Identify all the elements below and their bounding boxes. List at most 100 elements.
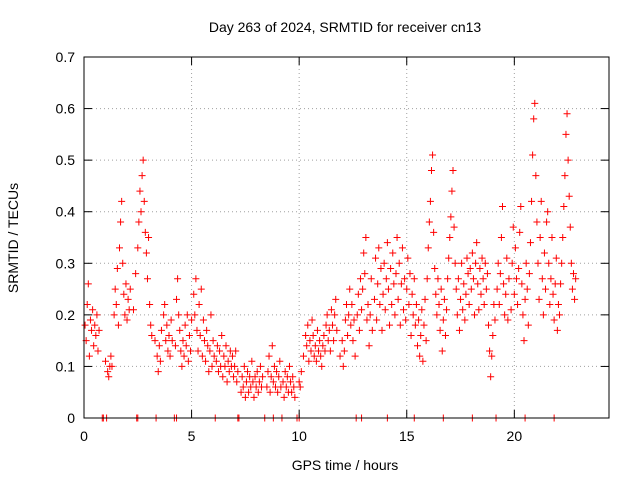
data-point — [219, 373, 227, 381]
data-point — [269, 378, 277, 386]
data-point — [425, 218, 433, 226]
data-point — [421, 295, 429, 303]
data-point — [437, 285, 445, 293]
data-point — [193, 326, 201, 334]
data-point — [290, 383, 298, 391]
data-point — [384, 285, 392, 293]
data-point — [85, 352, 93, 360]
data-point — [155, 342, 163, 350]
data-point — [89, 306, 97, 314]
data-point — [264, 368, 272, 376]
data-point — [230, 373, 238, 381]
data-point — [195, 301, 203, 309]
data-point — [122, 280, 130, 288]
data-point — [553, 326, 561, 334]
data-point — [167, 316, 175, 324]
data-point — [476, 264, 484, 272]
data-point — [362, 234, 370, 241]
data-point — [268, 342, 276, 350]
data-point — [536, 234, 544, 241]
data-point — [88, 326, 96, 334]
data-point — [299, 352, 307, 360]
data-point — [548, 234, 556, 241]
data-point — [505, 275, 513, 283]
data-point — [452, 285, 460, 293]
data-point — [567, 259, 575, 267]
data-point — [216, 347, 224, 355]
data-point — [445, 254, 453, 262]
data-point — [459, 306, 467, 314]
y-tick-label: 0 — [67, 410, 75, 426]
data-point — [110, 311, 118, 319]
data-point — [297, 368, 305, 376]
chart-title: Day 263 of 2024, SRMTID for receiver cn1… — [209, 19, 482, 35]
data-point — [140, 197, 148, 205]
data-point — [529, 151, 537, 159]
data-point — [309, 331, 317, 339]
x-axis-label: GPS time / hours — [292, 457, 399, 473]
data-point — [486, 347, 494, 355]
data-point — [389, 249, 397, 257]
data-point — [320, 331, 328, 339]
data-points — [81, 99, 580, 422]
data-point — [463, 254, 471, 262]
data-point — [285, 362, 293, 370]
data-point — [537, 197, 545, 205]
data-point — [501, 311, 509, 319]
data-point — [401, 275, 409, 283]
data-point — [138, 172, 146, 180]
data-point — [180, 352, 188, 360]
data-point — [148, 331, 156, 339]
data-point — [326, 347, 334, 355]
data-point — [429, 151, 437, 159]
data-point — [558, 259, 566, 267]
data-point — [395, 259, 403, 267]
data-point — [205, 368, 213, 376]
data-point — [190, 290, 198, 298]
data-point — [288, 388, 296, 396]
data-point — [483, 270, 491, 278]
data-point — [143, 275, 151, 283]
data-point — [474, 280, 482, 288]
data-point — [81, 321, 89, 329]
data-point — [454, 275, 462, 283]
data-point — [90, 342, 98, 350]
data-point — [187, 347, 195, 355]
data-point — [365, 342, 373, 350]
data-point — [244, 368, 252, 376]
data-point — [198, 352, 206, 360]
data-point — [276, 357, 284, 365]
data-point — [331, 311, 339, 319]
data-point — [409, 311, 417, 319]
data-point — [184, 357, 192, 365]
data-point — [121, 311, 129, 319]
data-point — [196, 331, 204, 339]
data-point — [348, 301, 356, 309]
y-axis-label: SRMTID / TECUs — [5, 183, 21, 293]
data-point — [341, 316, 349, 324]
data-point — [448, 187, 456, 195]
data-point — [512, 275, 520, 283]
data-point — [214, 368, 222, 376]
data-point — [305, 357, 313, 365]
data-point — [436, 326, 444, 334]
data-point — [134, 244, 142, 252]
data-point — [446, 234, 454, 241]
data-point — [462, 290, 470, 298]
data-point — [237, 388, 245, 396]
data-point — [370, 295, 378, 303]
data-point — [503, 254, 511, 262]
y-tick-label: 0.7 — [56, 49, 76, 65]
x-tick-label: 15 — [399, 428, 415, 444]
data-point — [531, 99, 539, 107]
data-point — [487, 373, 495, 381]
data-point — [554, 301, 562, 309]
data-point — [507, 306, 515, 314]
data-point — [248, 357, 256, 365]
data-point — [347, 321, 355, 329]
data-point — [117, 218, 125, 226]
data-point — [396, 321, 404, 329]
y-tick-label: 0.1 — [56, 358, 76, 374]
data-point — [351, 352, 359, 360]
